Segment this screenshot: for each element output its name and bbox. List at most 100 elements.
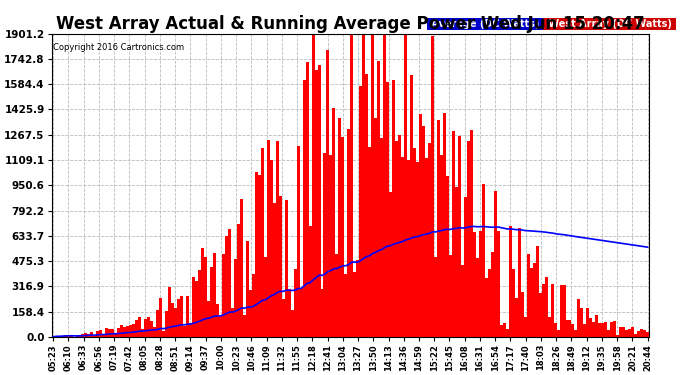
Bar [377,61,380,337]
Bar [279,196,282,337]
Bar [243,315,246,337]
Bar [476,258,479,337]
Bar [198,270,201,337]
Text: Average (DC Watts): Average (DC Watts) [428,19,543,29]
Bar [562,285,566,337]
Bar [518,228,521,337]
Bar [93,336,97,337]
Bar [443,112,446,337]
Bar [237,224,240,337]
Bar [485,278,488,337]
Bar [171,303,174,337]
Bar [329,155,333,337]
Bar [299,288,303,337]
Bar [622,327,625,337]
Bar [526,254,530,337]
Bar [362,34,365,337]
Bar [57,336,61,337]
Bar [102,335,106,337]
Bar [646,332,649,337]
Bar [365,74,368,337]
Bar [335,254,338,337]
Bar [625,330,629,337]
Bar [458,136,461,337]
Bar [180,296,183,337]
Bar [643,330,646,337]
Bar [207,300,210,337]
Bar [637,331,640,337]
Bar [595,315,598,337]
Bar [162,330,165,337]
Bar [356,260,359,337]
Bar [150,321,153,337]
Bar [120,325,124,337]
Bar [153,327,156,337]
Bar [108,328,111,337]
Bar [174,308,177,337]
Bar [84,333,88,337]
Bar [231,309,234,337]
Bar [586,308,589,337]
Bar [359,87,362,337]
Bar [611,322,613,337]
Bar [55,336,57,337]
Bar [326,50,329,337]
Bar [213,253,216,337]
Bar [338,118,342,337]
Bar [129,325,132,337]
Bar [115,334,117,337]
Bar [392,80,395,337]
Bar [159,298,162,337]
Bar [482,184,485,337]
Bar [135,320,138,337]
Bar [374,118,377,337]
Bar [521,291,524,337]
Bar [344,274,347,337]
Bar [629,330,631,337]
Bar [219,316,222,337]
Bar [461,265,464,337]
Bar [616,335,620,337]
Bar [434,257,437,337]
Bar [138,317,141,337]
Bar [264,257,267,337]
Bar [512,269,515,337]
Bar [404,34,407,337]
Bar [249,290,252,337]
Bar [593,322,595,337]
Bar [297,146,299,337]
Bar [270,160,273,337]
Bar [452,131,455,337]
Bar [500,325,503,337]
Bar [342,137,344,337]
Bar [324,153,326,337]
Bar [177,299,180,337]
Bar [126,327,129,337]
Bar [515,298,518,337]
Bar [407,159,410,337]
Bar [228,229,231,337]
Bar [106,328,108,337]
Bar [255,172,258,337]
Text: West Array (DC Watts): West Array (DC Watts) [544,19,675,29]
Bar [132,324,135,337]
Bar [201,248,204,337]
Bar [252,274,255,337]
Bar [186,296,189,337]
Bar [455,187,458,337]
Bar [535,246,539,337]
Bar [395,141,398,337]
Bar [156,310,159,337]
Bar [308,226,312,337]
Bar [557,330,560,337]
Bar [497,231,500,337]
Bar [240,199,243,337]
Bar [141,329,144,337]
Bar [183,326,186,337]
Bar [168,287,171,337]
Bar [416,162,419,337]
Bar [303,80,306,337]
Bar [195,282,198,337]
Bar [425,158,428,337]
Text: Copyright 2016 Cartronics.com: Copyright 2016 Cartronics.com [53,43,184,52]
